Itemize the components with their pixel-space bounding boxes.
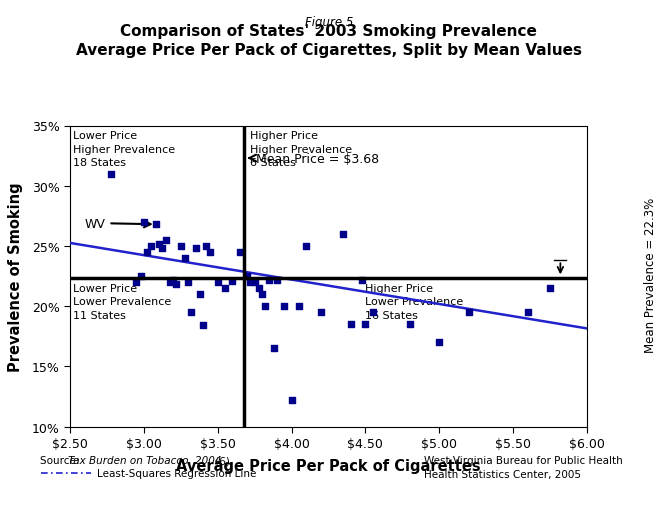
- Point: [434, 338, 445, 346]
- Point: [180, 255, 191, 263]
- Point: [220, 284, 231, 292]
- Point: [249, 278, 260, 286]
- Point: [245, 278, 255, 286]
- Point: [293, 302, 304, 311]
- Point: [183, 278, 193, 286]
- Point: [227, 277, 238, 285]
- Point: [150, 221, 161, 229]
- Text: Mean Prevalence = 22.3%: Mean Prevalence = 22.3%: [644, 198, 657, 352]
- Point: [106, 170, 117, 178]
- Point: [522, 309, 533, 317]
- Point: [301, 242, 311, 250]
- Text: Lower Price
Higher Prevalence
18 States: Lower Price Higher Prevalence 18 States: [73, 131, 175, 167]
- Text: Least-Squares Regression Line: Least-Squares Regression Line: [97, 468, 256, 478]
- Point: [264, 276, 275, 284]
- Point: [156, 245, 167, 253]
- Point: [131, 278, 142, 286]
- Point: [271, 276, 282, 284]
- Point: [165, 278, 176, 286]
- Point: [190, 245, 201, 253]
- Point: [205, 248, 215, 257]
- Point: [139, 218, 149, 226]
- Point: [269, 344, 279, 352]
- Point: [195, 290, 205, 298]
- Point: [279, 302, 289, 311]
- Point: [197, 322, 208, 330]
- Point: [201, 242, 211, 250]
- Point: [171, 281, 181, 289]
- Point: [161, 236, 171, 244]
- X-axis label: Average Price Per Pack of Cigarettes: Average Price Per Pack of Cigarettes: [176, 459, 481, 473]
- Point: [146, 242, 157, 250]
- Point: [153, 240, 164, 248]
- Point: [286, 396, 297, 405]
- Point: [464, 309, 474, 317]
- Point: [357, 276, 368, 284]
- Point: [315, 309, 326, 317]
- Point: [338, 230, 349, 238]
- Point: [253, 284, 264, 292]
- Point: [135, 272, 146, 280]
- Text: Higher Price
Lower Prevalence
16 States: Higher Price Lower Prevalence 16 States: [366, 284, 464, 320]
- Text: Higher Price
Higher Prevalence
6 States: Higher Price Higher Prevalence 6 States: [250, 131, 352, 167]
- Text: Lower Price
Lower Prevalence
11 States: Lower Price Lower Prevalence 11 States: [73, 284, 171, 320]
- Text: Mean Price = $3.68: Mean Price = $3.68: [249, 152, 380, 165]
- Point: [141, 248, 152, 257]
- Point: [212, 278, 223, 286]
- Point: [346, 321, 356, 329]
- Text: Tax Burden on Tobacco, 2004: Tax Burden on Tobacco, 2004: [68, 456, 221, 466]
- Text: Comparison of States' 2003 Smoking Prevalence
Average Price Per Pack of Cigarett: Comparison of States' 2003 Smoking Preva…: [76, 24, 582, 58]
- Point: [545, 284, 556, 292]
- Point: [259, 302, 270, 311]
- Text: Figure 5: Figure 5: [305, 16, 353, 29]
- Point: [368, 309, 378, 317]
- Point: [175, 242, 186, 250]
- Text: West Virginia Bureau for Public Health
Health Statistics Center, 2005: West Virginia Bureau for Public Health H…: [424, 456, 622, 479]
- Point: [186, 309, 197, 317]
- Text: Source:: Source:: [40, 456, 83, 466]
- Y-axis label: Prevalence of Smoking: Prevalence of Smoking: [9, 182, 23, 371]
- Point: [168, 276, 179, 284]
- Point: [257, 290, 267, 298]
- Point: [360, 321, 371, 329]
- Text: WV: WV: [85, 217, 151, 230]
- Point: [404, 321, 415, 329]
- Point: [242, 272, 253, 280]
- Point: [235, 248, 245, 257]
- Text: (6): (6): [212, 456, 230, 466]
